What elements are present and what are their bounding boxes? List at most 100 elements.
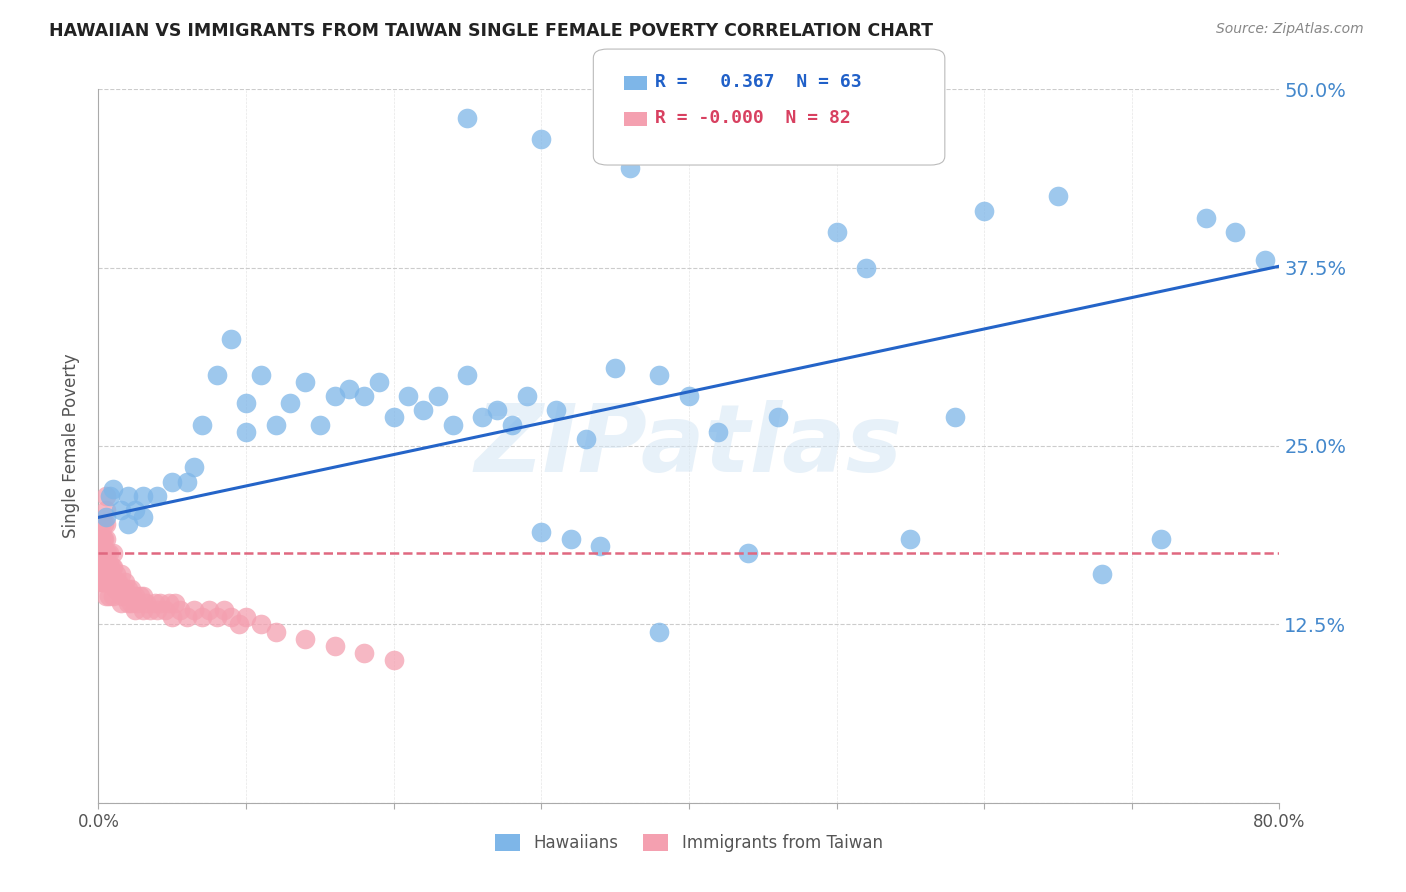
Point — [973, 203, 995, 218]
Point — [501, 417, 523, 432]
Point — [91, 574, 114, 589]
Point — [943, 410, 966, 425]
Point — [183, 603, 205, 617]
Point — [97, 546, 120, 560]
Legend: Hawaiians, Immigrants from Taiwan: Hawaiians, Immigrants from Taiwan — [488, 827, 890, 859]
Point — [264, 417, 287, 432]
Point — [124, 503, 146, 517]
Point — [93, 517, 115, 532]
Point — [107, 574, 129, 589]
Text: R = -0.000  N = 82: R = -0.000 N = 82 — [655, 109, 851, 127]
Point — [93, 560, 115, 574]
Point — [280, 396, 302, 410]
Point — [100, 574, 122, 589]
Point — [120, 582, 142, 596]
Point — [766, 410, 789, 425]
Point — [94, 503, 117, 517]
Point — [135, 596, 157, 610]
Point — [111, 589, 134, 603]
Point — [183, 460, 205, 475]
Point — [105, 582, 128, 596]
Point — [132, 589, 155, 603]
Text: ZIPatlas: ZIPatlas — [475, 400, 903, 492]
Point — [157, 596, 180, 610]
Point — [139, 603, 162, 617]
Y-axis label: Single Female Poverty: Single Female Poverty — [62, 354, 80, 538]
Point — [114, 574, 136, 589]
Point — [382, 410, 405, 425]
Point — [198, 603, 221, 617]
Point — [117, 517, 139, 532]
Point — [412, 403, 434, 417]
Point — [117, 489, 139, 503]
Point — [96, 546, 118, 560]
Point — [124, 589, 146, 603]
Point — [132, 510, 155, 524]
Point — [103, 482, 125, 496]
Point — [98, 560, 121, 574]
Point — [100, 560, 122, 574]
Point — [221, 610, 243, 624]
Point — [112, 582, 135, 596]
Point — [353, 646, 375, 660]
Point — [103, 574, 125, 589]
Point — [162, 610, 183, 624]
Point — [323, 639, 346, 653]
Point — [1091, 567, 1114, 582]
Point — [121, 589, 143, 603]
Point — [96, 560, 118, 574]
Point — [110, 582, 132, 596]
Point — [97, 589, 120, 603]
Point — [323, 389, 346, 403]
Point — [309, 417, 332, 432]
Point — [93, 532, 115, 546]
Point — [165, 596, 187, 610]
Text: HAWAIIAN VS IMMIGRANTS FROM TAIWAN SINGLE FEMALE POVERTY CORRELATION CHART: HAWAIIAN VS IMMIGRANTS FROM TAIWAN SINGL… — [49, 22, 934, 40]
Point — [98, 574, 121, 589]
Point — [1150, 532, 1173, 546]
Point — [110, 503, 132, 517]
Point — [619, 161, 641, 175]
Point — [648, 624, 671, 639]
Point — [235, 610, 257, 624]
Point — [648, 368, 671, 382]
Point — [1046, 189, 1070, 203]
Point — [93, 574, 115, 589]
Point — [294, 632, 316, 646]
Point — [221, 332, 243, 346]
Point — [457, 111, 479, 125]
Point — [91, 546, 114, 560]
Point — [94, 589, 117, 603]
Point — [1254, 253, 1277, 268]
Point — [94, 510, 117, 524]
Point — [678, 389, 700, 403]
Point — [91, 532, 114, 546]
Point — [124, 603, 146, 617]
Point — [94, 517, 117, 532]
Point — [605, 360, 627, 375]
Point — [825, 225, 848, 239]
Point — [90, 532, 112, 546]
Point — [235, 396, 257, 410]
Point — [94, 489, 117, 503]
Point — [353, 389, 375, 403]
Point — [169, 603, 191, 617]
Point — [546, 403, 568, 417]
Point — [382, 653, 405, 667]
Point — [110, 567, 132, 582]
Point — [96, 574, 118, 589]
Point — [90, 546, 112, 560]
Point — [125, 596, 148, 610]
Point — [228, 617, 250, 632]
Point — [900, 532, 922, 546]
Text: Source: ZipAtlas.com: Source: ZipAtlas.com — [1216, 22, 1364, 37]
Point — [120, 596, 142, 610]
Point — [103, 589, 125, 603]
Point — [250, 368, 273, 382]
Point — [94, 546, 117, 560]
Point — [516, 389, 538, 403]
Point — [105, 567, 128, 582]
Point — [191, 610, 214, 624]
Point — [149, 596, 172, 610]
Point — [339, 382, 361, 396]
